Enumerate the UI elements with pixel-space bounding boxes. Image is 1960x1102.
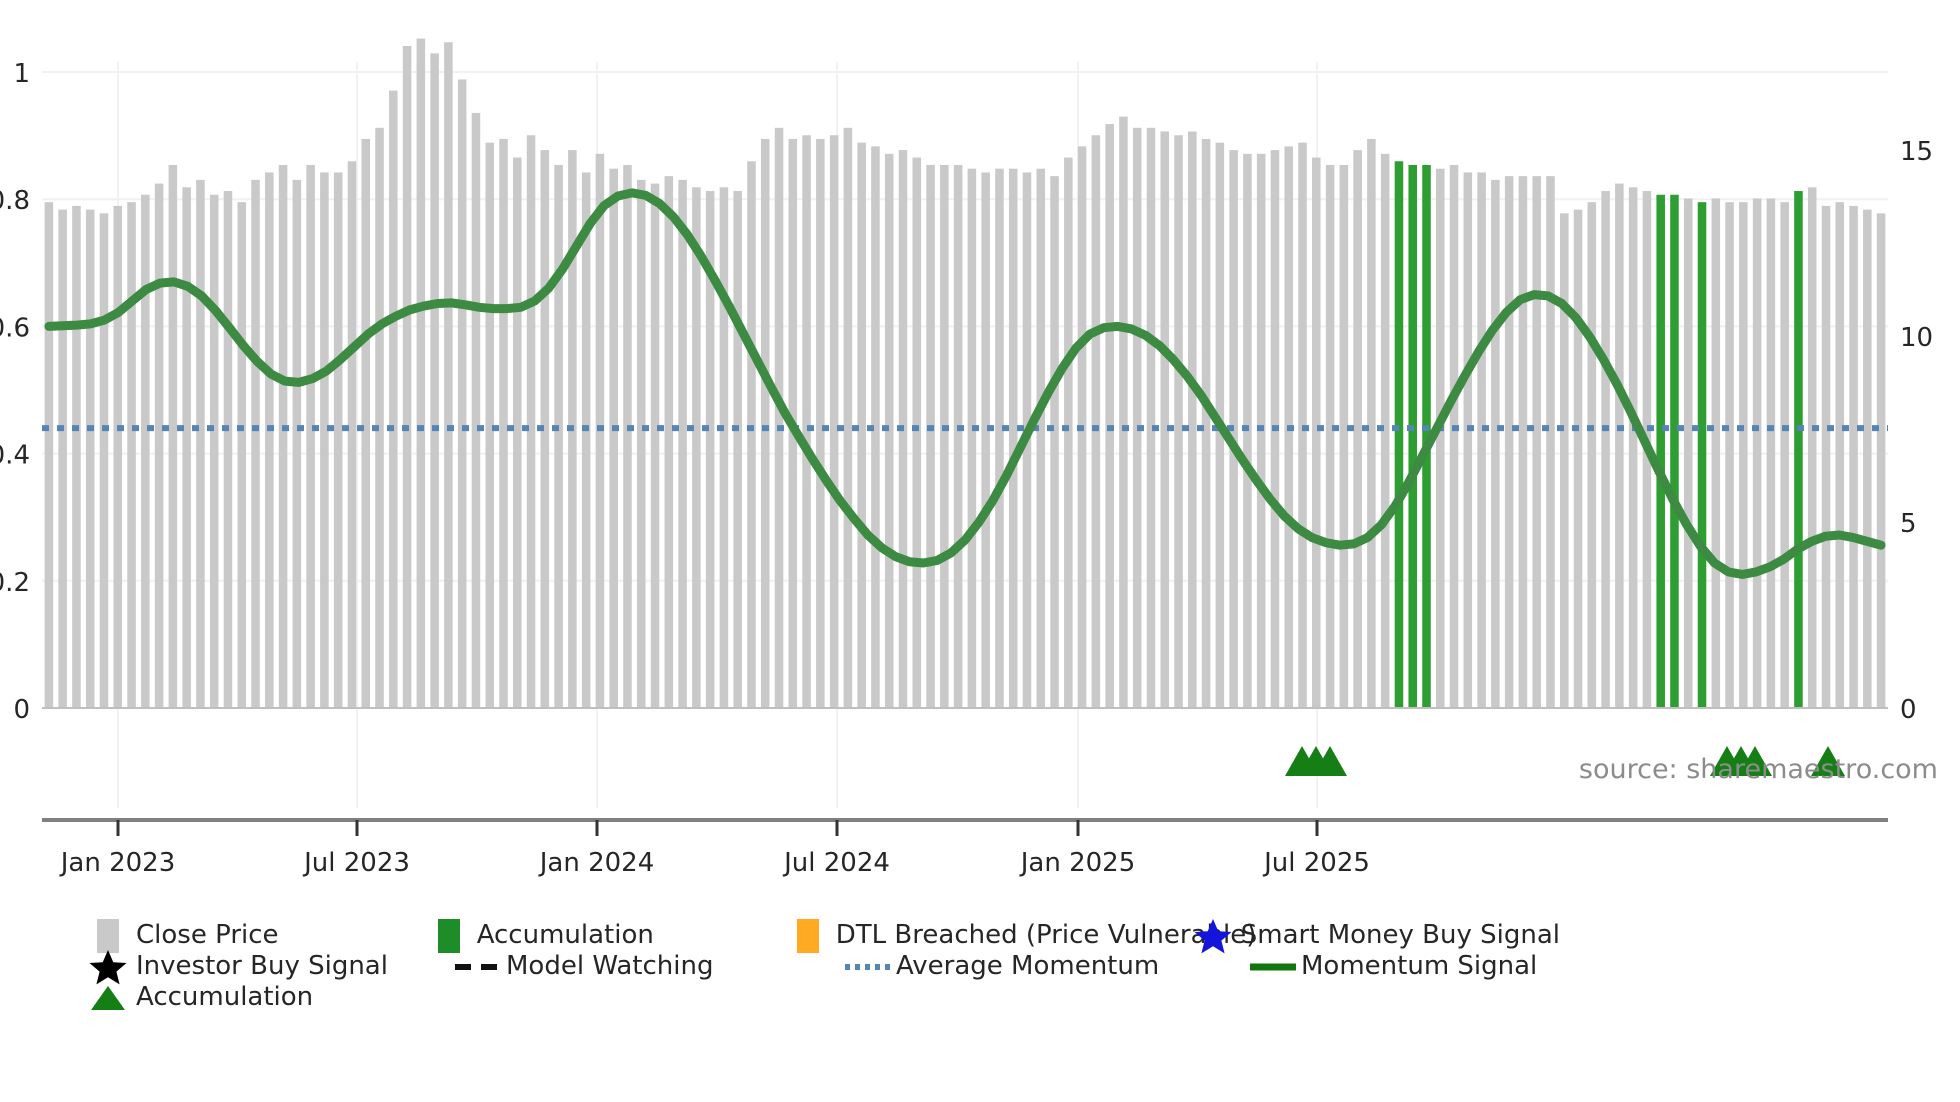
y-left-tick-label: 0.8	[0, 186, 30, 216]
legend-label: Close Price	[136, 920, 279, 950]
square-swatch-icon	[80, 918, 136, 953]
legend-item-model-watching[interactable]: Model Watching	[450, 951, 840, 982]
y-left-tick-label: 1	[13, 59, 30, 89]
accumulation-marker-icon	[1313, 746, 1347, 776]
y-right-tick-label: 10	[1900, 323, 1933, 353]
y-axis-right-ticks: 0 5 10 15	[1900, 137, 1933, 725]
legend-label: Momentum Signal	[1301, 951, 1538, 981]
momentum-signal-line	[44, 188, 1886, 579]
y-left-tick-label: 0.2	[0, 568, 30, 598]
legend-item-average-momentum[interactable]: Average Momentum	[840, 951, 1245, 982]
dotted-line-icon	[840, 962, 896, 972]
legend-label: DTL Breached (Price Vulnerable)	[835, 920, 1257, 950]
legend-item-accumulation-bar[interactable]: Accumulation	[421, 918, 780, 953]
y-right-tick-label: 5	[1900, 509, 1917, 539]
legend-label: Accumulation	[476, 920, 654, 950]
square-swatch-icon	[780, 918, 836, 953]
star-icon	[1185, 917, 1241, 955]
y-left-tick-label: 0	[13, 695, 30, 725]
x-tick-label: Jul 2023	[302, 848, 410, 878]
source-watermark: source: sharemaestro.com	[1579, 754, 1938, 785]
y-axis-left-ticks: 0 0.2 0.4 0.6 0.8 1	[0, 59, 30, 725]
legend-label: Investor Buy Signal	[136, 951, 388, 981]
x-tick-label: Jul 2024	[782, 848, 890, 878]
axis-lines	[42, 707, 1888, 822]
gridlines	[42, 62, 1888, 808]
x-tick-label: Jul 2025	[1262, 848, 1370, 878]
legend-item-dtl-breached[interactable]: DTL Breached (Price Vulnerable)	[780, 918, 1256, 953]
legend-item-momentum-signal[interactable]: Momentum Signal	[1245, 951, 1537, 982]
solid-line-icon	[1245, 962, 1301, 972]
chart-legend: Close Price Accumulation DTL Breached (P…	[80, 918, 1560, 1013]
x-tick-label: Jan 2025	[1019, 848, 1136, 878]
legend-item-investor-buy-signal[interactable]: Investor Buy Signal	[80, 949, 450, 984]
triangle-up-icon	[80, 983, 136, 1013]
y-left-tick-label: 0.4	[0, 441, 30, 471]
y-right-tick-label: 15	[1900, 137, 1933, 167]
y-right-tick-label: 0	[1900, 695, 1917, 725]
legend-label: Model Watching	[506, 951, 714, 981]
legend-row: Close Price Accumulation DTL Breached (P…	[80, 918, 1560, 953]
star-icon	[80, 948, 136, 986]
x-tick-label: Jan 2024	[538, 848, 655, 878]
legend-item-accumulation-marker[interactable]: Accumulation	[80, 982, 450, 1013]
legend-item-close-price[interactable]: Close Price	[80, 918, 421, 953]
y-left-tick-label: 0.6	[0, 313, 30, 343]
accumulation-markers	[1285, 746, 1845, 776]
legend-row: Accumulation	[80, 982, 1560, 1013]
legend-row: Investor Buy Signal Model Watching Avera…	[80, 949, 1560, 984]
x-axis-ticks: Jan 2023 Jul 2023 Jan 2024 Jul 2024 Jan 2025…	[59, 820, 1370, 878]
legend-label: Accumulation	[136, 982, 314, 1012]
accumulation-marker-icon	[1811, 746, 1845, 776]
x-tick-label: Jan 2023	[59, 848, 176, 878]
accumulation-marker-icon	[1738, 746, 1772, 776]
legend-label: Smart Money Buy Signal	[1240, 920, 1560, 950]
legend-label: Average Momentum	[896, 951, 1160, 981]
legend-item-smart-money-buy-signal[interactable]: Smart Money Buy Signal	[1185, 918, 1560, 953]
square-swatch-icon	[421, 918, 477, 953]
dashed-line-icon	[450, 962, 506, 972]
